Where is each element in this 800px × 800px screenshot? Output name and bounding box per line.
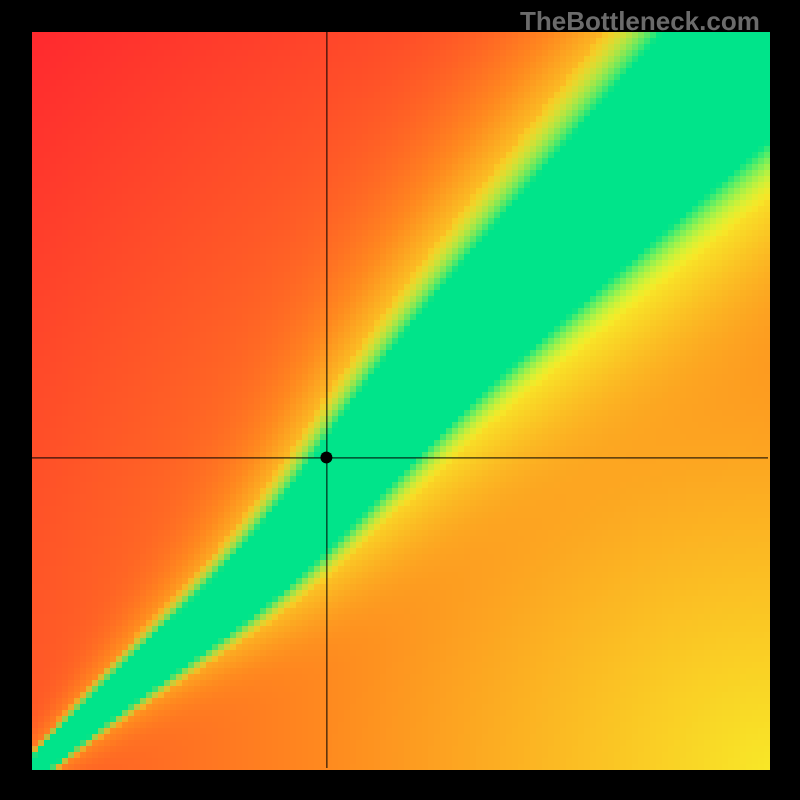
chart-stage: TheBottleneck.com: [0, 0, 800, 800]
watermark-text: TheBottleneck.com: [520, 6, 760, 37]
bottleneck-heatmap-canvas: [0, 0, 800, 800]
